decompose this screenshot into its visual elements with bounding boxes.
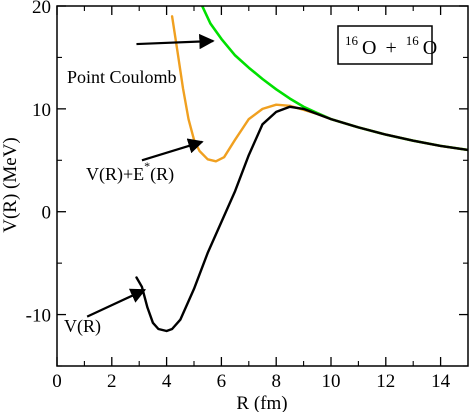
annotation-label-v: V(R): [64, 316, 101, 337]
annotation-label-ve: V(R)+E*(R): [86, 159, 174, 185]
legend-element-1: O: [362, 37, 376, 59]
annotation-text-main: V(R)+E: [86, 164, 144, 185]
x-tick-label: 14: [431, 371, 451, 392]
x-tick-label: 8: [271, 371, 281, 392]
legend-frame: [337, 25, 433, 65]
y-tick-label: 10: [32, 100, 51, 121]
series-line-v: [135, 105, 468, 333]
annotation-text-tail: (R): [150, 164, 174, 185]
x-tick-label: 6: [217, 371, 227, 392]
x-tick-label: 2: [107, 371, 117, 392]
x-tick-label: 12: [376, 371, 395, 392]
x-tick-label: 4: [162, 371, 172, 392]
annotation-arrow-ve: [141, 138, 204, 162]
y-axis-label: V(R) (MeV): [0, 137, 21, 233]
x-tick-label: 10: [322, 371, 341, 392]
annotation-arrow-v: [86, 288, 147, 318]
plot-frame: [56, 5, 469, 367]
legend-mass-2: 16: [406, 33, 420, 48]
y-tick-label: 20: [32, 0, 51, 18]
legend-operator: +: [380, 37, 401, 59]
legend-label: 16 O + 16 O: [345, 32, 437, 59]
legend-box: 16 O + 16 O: [337, 25, 437, 65]
legend-mass-1: 16: [345, 33, 359, 48]
y-tick-label: -10: [26, 306, 51, 327]
x-axis-label: R (fm): [236, 393, 287, 412]
y-tick-label: 0: [42, 203, 52, 224]
legend-element-2: O: [423, 37, 437, 59]
annotation-arrow-coulomb: [136, 33, 215, 50]
annotation-text-sup: *: [144, 159, 150, 173]
x-tick-label: 0: [52, 371, 62, 392]
annotation-label-coulomb: Point Coulomb: [67, 67, 177, 87]
